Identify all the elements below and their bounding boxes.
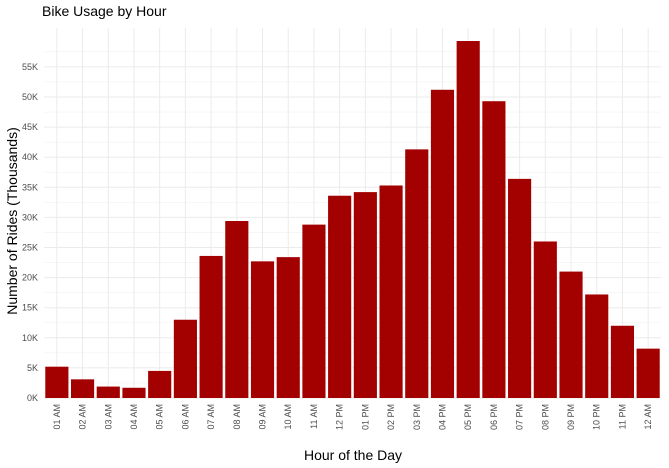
x-tick-label: 12 PM	[335, 404, 345, 430]
bar-09-am	[250, 261, 275, 398]
x-tick-label: 12 AM	[643, 404, 653, 430]
x-axis-ticks: 01 AM 02 AM 03 AM 04 AM 05 AM 06 AM 07 AM 08 AM…	[52, 404, 653, 430]
bar-02-pm	[379, 185, 403, 398]
x-tick-label: 06 PM	[489, 404, 499, 430]
bar-06-pm	[482, 101, 506, 399]
bar-09-pm	[559, 271, 583, 398]
y-tick-label: 40K	[22, 152, 38, 162]
bar-02-am	[70, 379, 95, 398]
bar-11-pm	[610, 325, 635, 398]
y-tick-label: 20K	[22, 273, 38, 283]
bar-08-am	[225, 221, 249, 398]
y-tick-label: 15K	[22, 303, 38, 313]
x-tick-label: 06 AM	[180, 404, 190, 430]
y-tick-label: 5K	[27, 363, 38, 373]
x-tick-label: 05 AM	[155, 404, 165, 430]
y-axis-ticks: 0K 5K 10K 15K 20K 25K 30K 35K 40K 45K 50K 55K	[22, 62, 38, 403]
x-tick-label: 01 PM	[360, 404, 370, 430]
y-tick-label: 45K	[22, 122, 38, 132]
bar-04-pm	[430, 89, 455, 398]
bar-07-pm	[508, 178, 532, 398]
chart-title: Bike Usage by Hour	[42, 3, 167, 19]
bars	[45, 41, 660, 399]
bar-11-am	[302, 224, 326, 398]
x-tick-label: 09 PM	[566, 404, 576, 430]
y-tick-label: 30K	[22, 212, 38, 222]
bar-03-pm	[405, 149, 429, 398]
x-tick-label: 01 AM	[52, 404, 62, 430]
x-tick-label: 04 PM	[437, 404, 447, 430]
x-tick-label: 04 AM	[129, 404, 139, 430]
bar-10-pm	[585, 294, 609, 398]
y-tick-label: 35K	[22, 182, 38, 192]
x-tick-label: 02 AM	[78, 404, 88, 430]
bar-06-am	[173, 319, 197, 398]
x-tick-label: 10 PM	[592, 404, 602, 430]
x-tick-label: 08 PM	[540, 404, 550, 430]
bar-03-am	[96, 386, 120, 398]
y-axis-title: Number of Rides (Thousands)	[4, 127, 20, 315]
y-tick-label: 55K	[22, 62, 38, 72]
x-tick-label: 11 PM	[617, 404, 627, 429]
bar-01-pm	[353, 192, 377, 398]
x-tick-label: 07 AM	[206, 404, 216, 430]
x-tick-label: 08 AM	[232, 404, 242, 430]
y-tick-label: 10K	[22, 333, 38, 343]
x-tick-label: 03 AM	[103, 404, 113, 430]
bar-05-pm	[456, 41, 480, 398]
bar-12-am	[636, 348, 660, 398]
bar-07-am	[199, 255, 223, 398]
x-tick-label: 05 PM	[463, 404, 473, 430]
bar-04-am	[122, 387, 146, 398]
bar-10-am	[276, 257, 300, 398]
bar-05-am	[148, 370, 172, 398]
bar-12-pm	[328, 195, 352, 398]
y-tick-label: 50K	[22, 92, 38, 102]
x-tick-label: 02 PM	[386, 404, 396, 430]
x-tick-label: 03 PM	[412, 404, 422, 430]
x-tick-label: 11 AM	[309, 404, 319, 429]
x-tick-label: 07 PM	[515, 404, 525, 430]
x-tick-label: 10 AM	[283, 404, 293, 430]
y-tick-label: 0K	[27, 393, 38, 403]
bar-08-pm	[533, 241, 557, 398]
x-axis-title: Hour of the Day	[304, 447, 402, 463]
bar-01-am	[45, 366, 69, 398]
y-tick-label: 25K	[22, 243, 38, 253]
x-tick-label: 09 AM	[258, 404, 268, 430]
